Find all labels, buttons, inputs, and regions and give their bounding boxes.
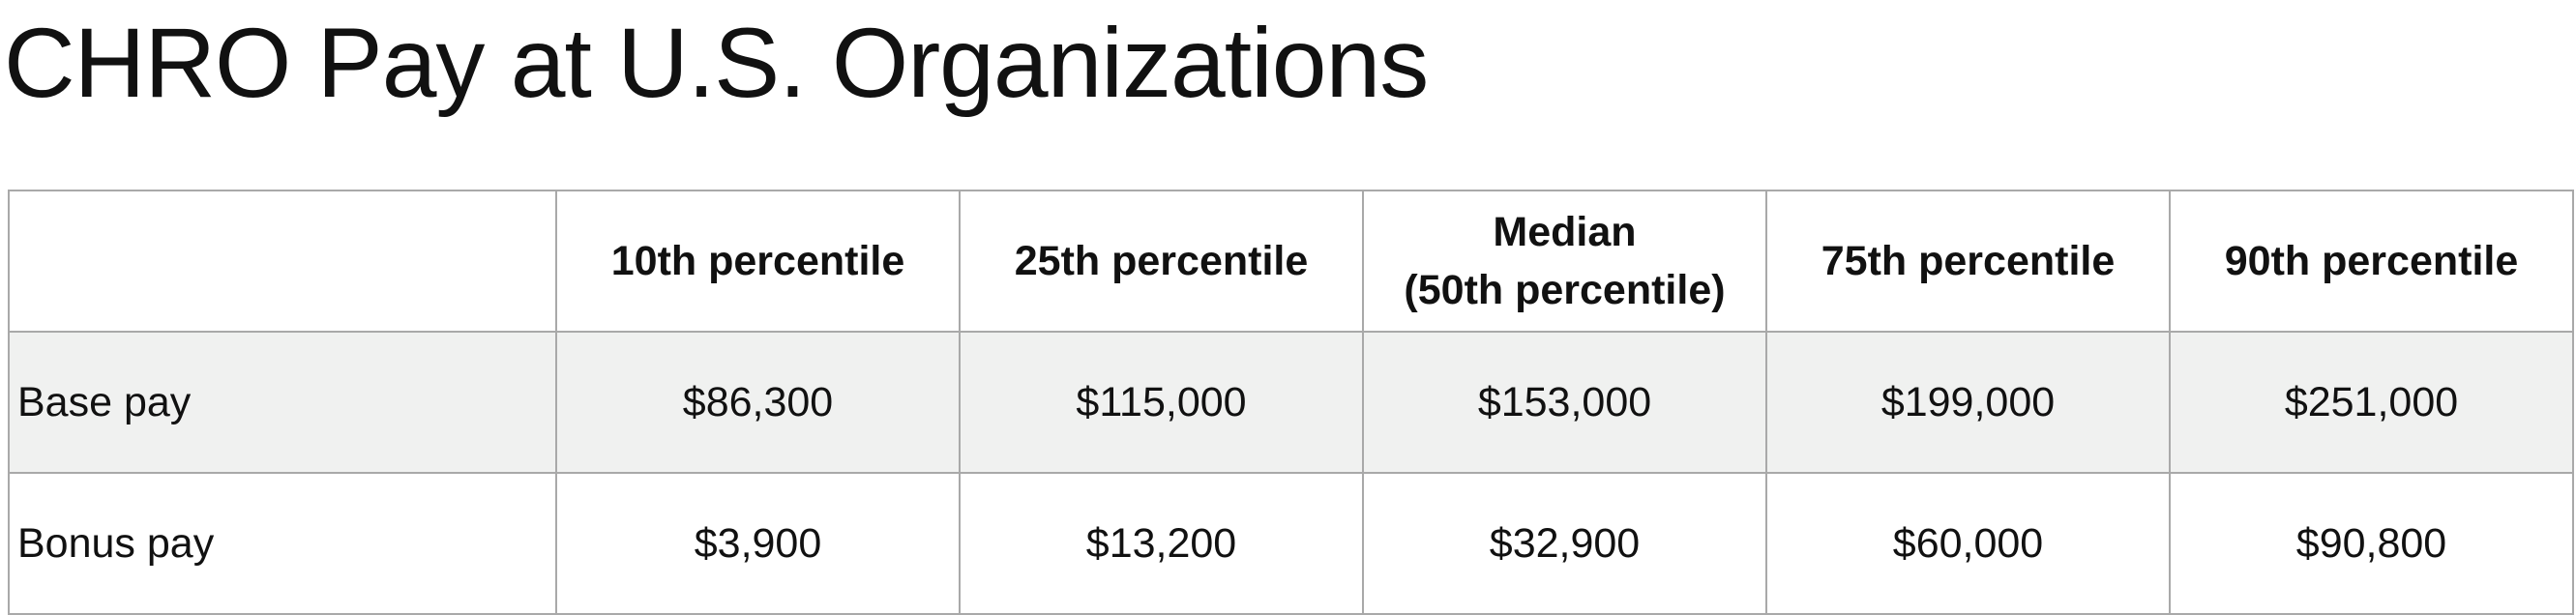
table-cell: $60,000 [1765,472,2171,615]
chart-title: CHRO Pay at U.S. Organizations [4,8,1429,118]
table-cell: $3,900 [555,472,961,615]
table-row-bonus-pay: Bonus pay $3,900 $13,200 $32,900 $60,000… [8,472,2574,615]
table-cell: $86,300 [555,331,961,474]
table-row-base-pay: Base pay $86,300 $115,000 $153,000 $199,… [8,331,2574,474]
header-cell-90th: 90th percentile [2169,190,2574,333]
header-cell-10th: 10th percentile [555,190,961,333]
header-label: 10th percentile [610,238,905,284]
table-cell: $199,000 [1765,331,2171,474]
header-cell-empty [8,190,557,333]
header-label: 90th percentile [2224,238,2519,284]
table-cell: $90,800 [2169,472,2574,615]
header-cell-75th: 75th percentile [1765,190,2171,333]
table-cell: $115,000 [959,331,1364,474]
header-label-line2: (50th percentile) [1404,267,1726,313]
row-label: Base pay [8,331,557,474]
row-label: Bonus pay [8,472,557,615]
header-label: 75th percentile [1821,238,2116,284]
header-row: 10th percentile 25th percentile Median (5… [8,190,2574,333]
table-cell: $32,900 [1362,472,1767,615]
table-cell: $251,000 [2169,331,2574,474]
header-label: 25th percentile [1014,238,1309,284]
table-cell: $13,200 [959,472,1364,615]
table-cell: $153,000 [1362,331,1767,474]
header-cell-25th: 25th percentile [959,190,1364,333]
header-cell-median: Median (50th percentile) [1362,190,1767,333]
pay-table: 10th percentile 25th percentile Median (5… [8,190,2574,615]
header-label-line1: Median [1493,209,1637,255]
